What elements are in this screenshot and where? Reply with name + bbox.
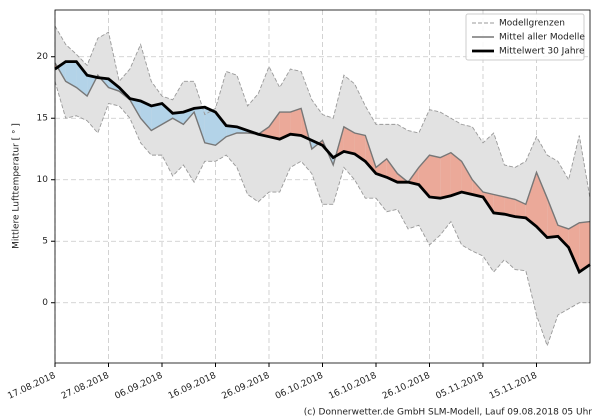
model-band [55,25,590,346]
deviation-fill [440,152,451,199]
deviation-fill [151,103,162,131]
deviation-fill [504,196,516,217]
x-tick-label: 06.10.2018 [274,371,325,402]
deviation-fill [515,199,526,218]
model-mean-line [54,62,591,230]
y-tick-label: 20 [37,52,49,62]
y-axis-label: Mittlere Lufttemperatur [ ° ] [12,123,22,249]
y-tick-label: 5 [42,237,48,247]
legend-label: Modellgrenzen [499,19,565,29]
deviation-fill [557,225,569,248]
deviation-fill [279,112,291,140]
y-tick-label: 10 [37,175,49,185]
deviation-fill [76,61,88,97]
lower-bound [54,81,590,348]
legend-label: Mittelwert 30 Jahre [499,47,585,57]
deviation-fill [472,179,483,197]
y-tick-label: 15 [37,114,48,124]
deviation-fill [376,158,387,178]
upper-bound [54,25,591,199]
x-tick-label: 27.08.2018 [60,371,111,402]
deviation-fill [269,112,280,140]
deviation-fill [579,221,590,272]
x-tick-label: 17.08.2018 [6,371,57,402]
deviation-fill [140,101,152,131]
deviation-fill [429,155,441,199]
deviation-fill [461,161,473,195]
x-tick-label: 26.09.2018 [220,371,271,402]
x-tick-label: 16.10.2018 [327,371,378,402]
deviation-fill [493,194,505,215]
legend-label: Mittel aller Modelle [499,33,585,43]
deviation-fill [204,107,216,146]
deviation-fill [525,172,537,227]
deviation-fill [536,172,548,238]
climate-mean-line [54,60,591,275]
deviation-fill [547,198,558,238]
deviation-fill [450,152,462,196]
footer: (c) Donnerwetter.de GmbH SLM-Modell, Lau… [304,408,593,418]
deviation-fill [568,222,580,272]
deviation-fill [172,112,184,125]
legend-box [465,13,585,61]
x-tick-label: 26.10.2018 [381,371,432,402]
x-tick-label: 06.09.2018 [113,371,164,402]
deviation-fill [290,108,302,136]
deviation-fill [65,61,77,88]
y-tick-label: 0 [42,298,48,308]
x-tick-label: 15.11.2018 [488,371,539,402]
plot-frame [54,9,591,364]
deviation-fill [343,126,355,154]
x-tick-label: 16.09.2018 [167,371,218,402]
x-tick-label: 05.11.2018 [434,371,485,402]
deviation-fill [386,158,398,183]
deviation-fill [215,112,227,146]
